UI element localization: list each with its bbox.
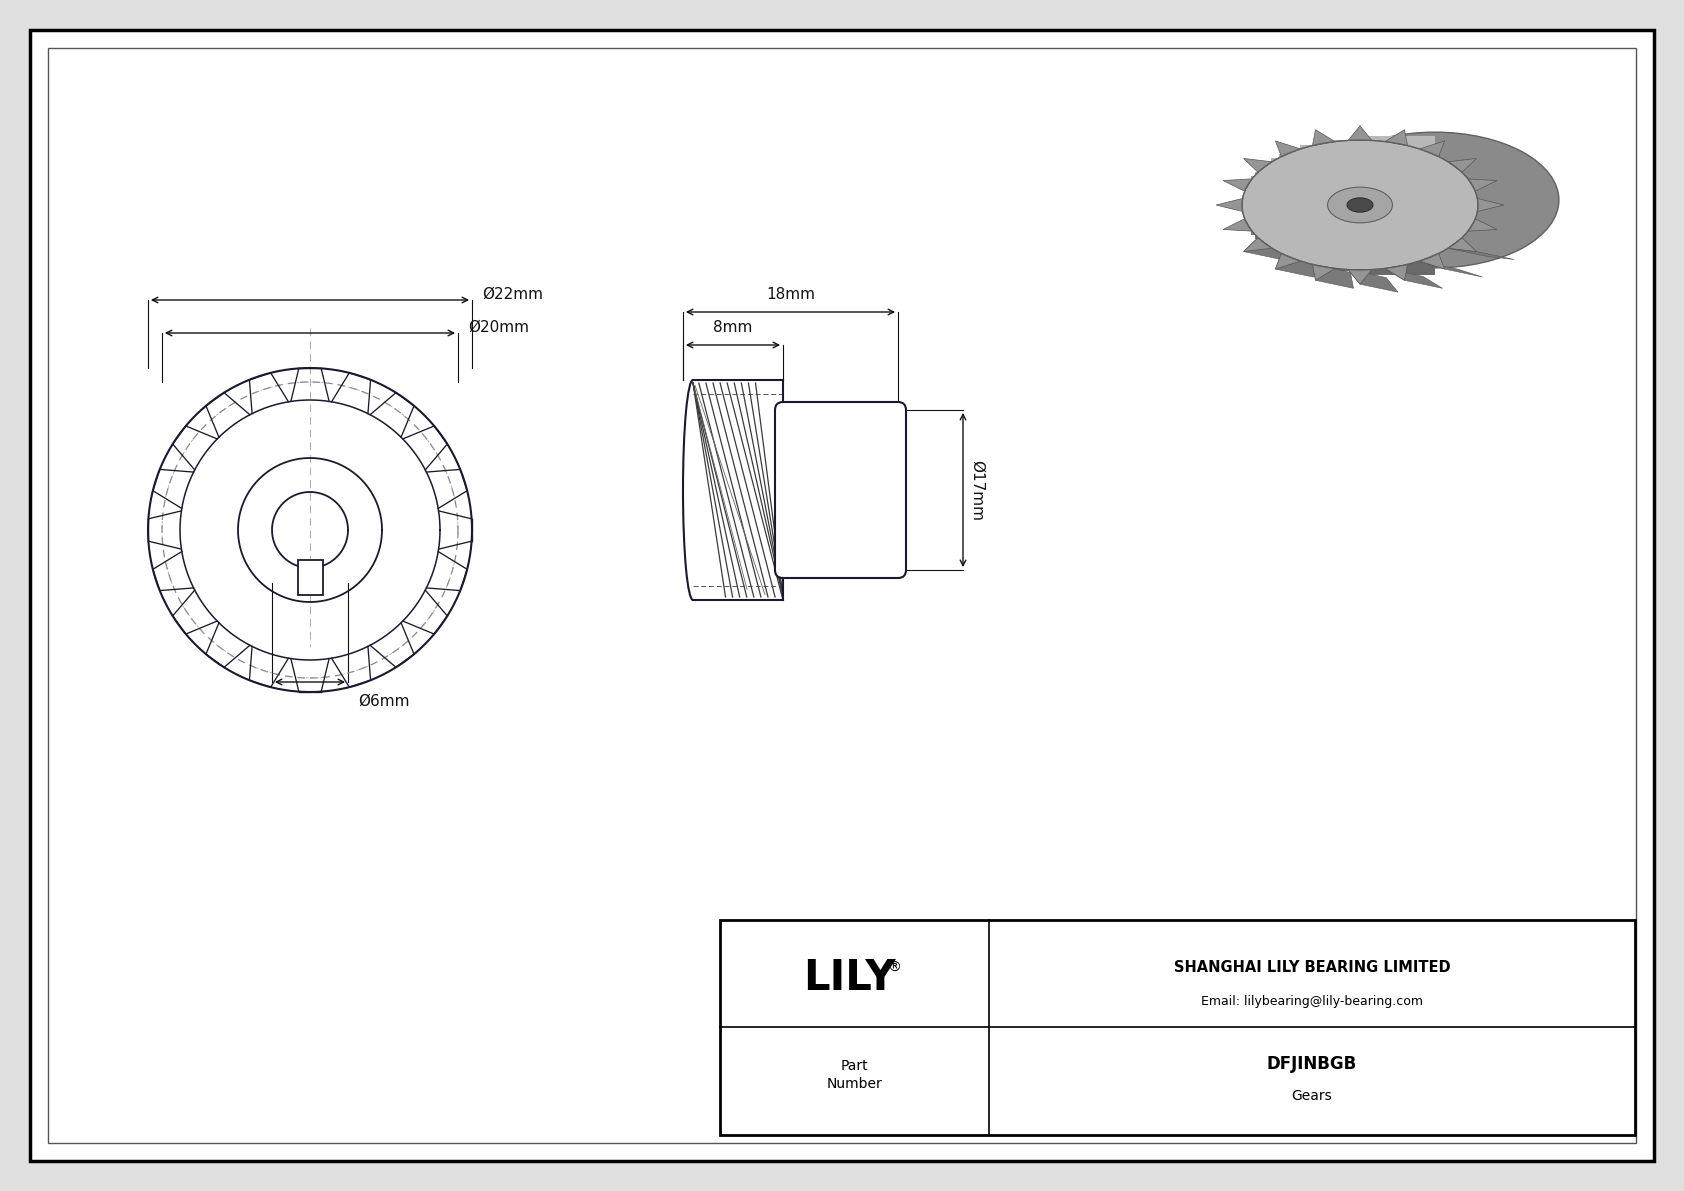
Polygon shape	[1223, 179, 1251, 192]
Polygon shape	[1216, 199, 1243, 212]
Polygon shape	[1349, 269, 1372, 285]
Polygon shape	[1420, 141, 1445, 156]
Polygon shape	[1420, 261, 1482, 278]
Text: Ø20mm: Ø20mm	[468, 320, 529, 335]
Bar	[1248, 220, 1435, 231]
Polygon shape	[1312, 264, 1335, 280]
Text: SHANGHAI LILY BEARING LIMITED: SHANGHAI LILY BEARING LIMITED	[1174, 960, 1450, 974]
Bar	[1251, 225, 1435, 235]
Bar	[1288, 252, 1435, 262]
Bar	[1244, 212, 1435, 222]
Bar	[1300, 256, 1435, 267]
Bar	[1260, 235, 1435, 244]
Bar	[1243, 194, 1435, 204]
Bar	[1271, 158, 1435, 168]
Polygon shape	[1275, 254, 1319, 278]
FancyBboxPatch shape	[775, 403, 906, 578]
Polygon shape	[1312, 130, 1335, 145]
Polygon shape	[1312, 264, 1354, 288]
Polygon shape	[1384, 268, 1443, 288]
Polygon shape	[1468, 219, 1497, 231]
Bar	[1243, 202, 1435, 212]
Bar	[1317, 141, 1435, 150]
Polygon shape	[1349, 126, 1372, 141]
Polygon shape	[1243, 238, 1297, 260]
Text: Email: lilybearing@lily-bearing.com: Email: lilybearing@lily-bearing.com	[1201, 996, 1423, 1009]
Text: Ø17mm: Ø17mm	[970, 460, 985, 520]
Text: 8mm: 8mm	[714, 320, 753, 335]
Bar	[1255, 230, 1435, 239]
Bar	[1317, 261, 1435, 270]
Text: DFJINBGB: DFJINBGB	[1266, 1055, 1357, 1073]
Bar	[1248, 181, 1435, 191]
Bar	[1243, 199, 1435, 208]
Polygon shape	[1448, 248, 1514, 260]
Bar	[1361, 266, 1435, 275]
Bar	[1288, 149, 1435, 158]
Text: 18mm: 18mm	[766, 287, 815, 303]
Bar	[1251, 176, 1435, 186]
Bar	[1246, 217, 1435, 226]
Bar	[1300, 145, 1435, 155]
Bar	[1244, 189, 1435, 199]
Bar	[1265, 163, 1435, 173]
Polygon shape	[1243, 238, 1271, 251]
Bar	[1265, 238, 1435, 249]
Polygon shape	[1448, 238, 1477, 251]
Text: Ø22mm: Ø22mm	[482, 287, 542, 303]
Polygon shape	[1420, 254, 1445, 269]
Ellipse shape	[1243, 141, 1479, 270]
Bar	[1246, 185, 1435, 194]
Polygon shape	[1275, 254, 1300, 269]
Text: ®: ®	[887, 961, 901, 975]
Polygon shape	[1275, 141, 1300, 156]
Text: Part
Number: Part Number	[827, 1059, 882, 1091]
Text: Ø6mm: Ø6mm	[359, 694, 409, 709]
Polygon shape	[1448, 158, 1477, 173]
Polygon shape	[1243, 158, 1271, 173]
Ellipse shape	[1312, 132, 1559, 268]
Bar	[1260, 167, 1435, 176]
Ellipse shape	[1327, 187, 1393, 223]
Polygon shape	[1477, 199, 1504, 212]
Bar	[1278, 154, 1435, 163]
Bar	[1271, 243, 1435, 252]
Polygon shape	[1384, 130, 1408, 145]
Bar	[1243, 207, 1435, 217]
Bar	[1361, 136, 1435, 145]
Polygon shape	[1223, 219, 1251, 231]
Ellipse shape	[1347, 198, 1372, 212]
Polygon shape	[1384, 264, 1408, 280]
Text: LILY: LILY	[803, 958, 896, 999]
Polygon shape	[1468, 179, 1497, 192]
Text: Gears: Gears	[1292, 1090, 1332, 1103]
Bar	[298, 561, 323, 596]
Bar	[1278, 248, 1435, 257]
Polygon shape	[1349, 269, 1398, 292]
Bar	[1255, 172, 1435, 181]
Bar	[721, 919, 1635, 1135]
